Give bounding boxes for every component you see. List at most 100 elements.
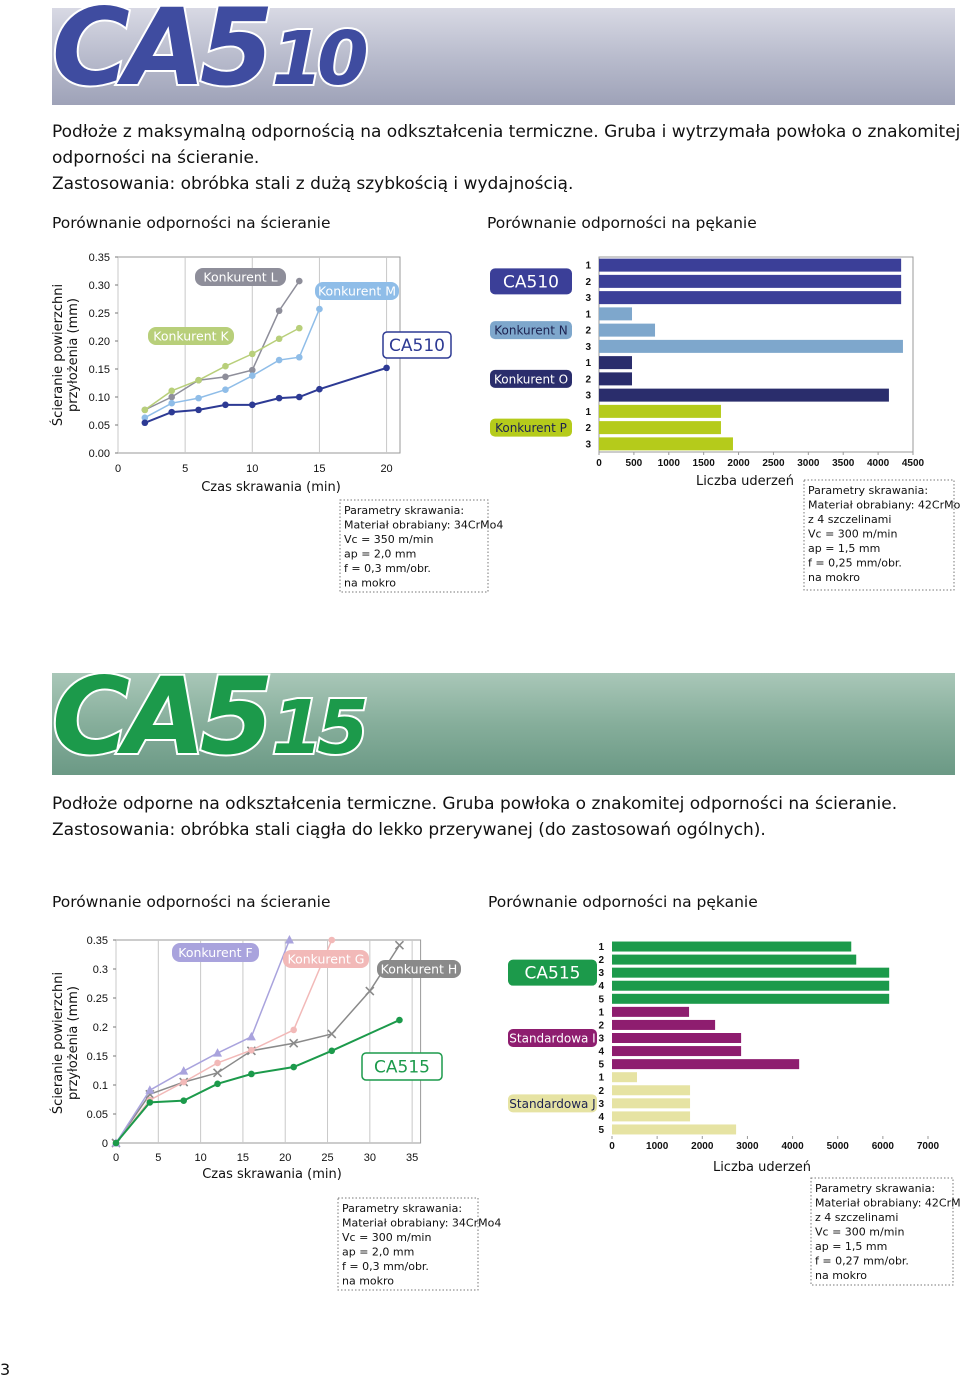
marker [248, 1070, 255, 1078]
header-band [52, 673, 955, 775]
parameter: na mokro [808, 571, 860, 584]
x-tick-label: 5 [182, 463, 188, 475]
x-tick-label: 25 [321, 1152, 333, 1164]
marker [396, 1016, 403, 1024]
parameter: Parametry skrawania: [815, 1182, 935, 1195]
marker [222, 373, 229, 381]
marker [246, 1031, 256, 1041]
parameters-box [803, 479, 955, 591]
header-band [52, 8, 955, 105]
marker [290, 1063, 297, 1071]
marker [195, 376, 202, 384]
parameter: Vc = 300 m/min [815, 1226, 904, 1239]
marker [222, 362, 229, 370]
series-line [144, 366, 387, 424]
x-tick-label: 3000 [797, 458, 820, 469]
marker [248, 366, 256, 374]
category-label: 2 [585, 326, 591, 337]
category-label: 5 [598, 994, 604, 1005]
x-tick-label: 3000 [736, 1141, 759, 1152]
group-label: CA510 [503, 272, 559, 292]
bar [599, 421, 721, 435]
description: odporności na ścieranie. [52, 148, 259, 168]
parameter: ap = 2,0 mm [342, 1246, 414, 1259]
series-line [115, 1019, 400, 1144]
marker [275, 307, 283, 315]
legend-box [382, 331, 452, 359]
marker [365, 986, 375, 996]
category-label: 1 [585, 261, 591, 272]
marker [248, 350, 256, 358]
legend-label: Konkurent M [318, 284, 396, 299]
description: Zastosowania: obróbka stali z dużą szybk… [52, 174, 573, 194]
legend-box [377, 960, 461, 978]
marker [141, 406, 149, 414]
x-tick-label: 5 [155, 1152, 161, 1164]
bar [599, 258, 902, 272]
bar [612, 980, 890, 991]
marker [248, 1046, 255, 1054]
y-axis-label: Ścieranie powierzchni [50, 284, 66, 426]
marker [212, 1068, 223, 1078]
marker [213, 1048, 223, 1057]
series-line [144, 308, 321, 419]
category-label: 5 [598, 1060, 604, 1071]
group-label: Standardowa J [509, 1097, 595, 1111]
parameter: Parametry skrawania: [342, 1202, 462, 1215]
marker [179, 1066, 189, 1075]
x-tick-label: 10 [246, 463, 258, 475]
series-line [115, 939, 291, 1144]
category-label: 1 [585, 407, 591, 418]
y-tick-label: 0 [102, 1138, 108, 1150]
category-label: 4 [598, 1112, 604, 1123]
parameter: f = 0,3 mm/obr. [344, 562, 431, 575]
legend-label: CA515 [374, 1058, 430, 1078]
marker [180, 1078, 187, 1086]
marker [222, 401, 229, 409]
marker [275, 356, 283, 364]
bar [599, 404, 721, 418]
group-label-box [490, 369, 572, 388]
marker [295, 393, 303, 401]
category-label: 3 [585, 391, 591, 402]
category-label: 3 [585, 439, 591, 450]
marker [146, 1099, 154, 1106]
x-tick-label: 4500 [902, 458, 925, 469]
marker [180, 1097, 187, 1104]
marker [328, 1047, 336, 1055]
marker [328, 936, 336, 944]
marker [141, 414, 149, 422]
y-axis-label: przyłożenia (mm) [66, 986, 81, 1100]
group-label-box [508, 1094, 597, 1113]
category-label: 2 [585, 374, 591, 385]
parameter: Parametry skrawania: [344, 504, 464, 517]
marker [394, 940, 405, 950]
x-tick-label: 0 [609, 1141, 615, 1152]
parameter: Materiał obrabiany: 34CrMo4 [342, 1217, 501, 1230]
bar [612, 1098, 691, 1109]
marker [289, 1038, 299, 1048]
parameters-box [810, 1177, 954, 1286]
description: Zastosowania: obróbka stali ciągła do le… [52, 820, 766, 840]
parameter: f = 0,27 mm/obr. [815, 1255, 909, 1268]
legend-label: Konkurent H [381, 962, 458, 977]
bar [599, 307, 633, 321]
marker [327, 1029, 337, 1039]
logo-main: CA5 [52, 0, 269, 109]
category-label: 2 [598, 955, 604, 966]
legend-label: Konkurent K [153, 329, 229, 344]
category-label: 2 [598, 1086, 604, 1097]
bar [612, 1085, 691, 1096]
marker [214, 1080, 221, 1088]
legend-label: Konkurent L [203, 270, 277, 285]
legend-box [283, 950, 369, 968]
parameters-box [339, 499, 489, 593]
category-label: 1 [598, 1073, 604, 1084]
plot-frame [598, 256, 914, 453]
category-label: 1 [585, 358, 591, 369]
y-tick-label: 0.10 [89, 392, 110, 404]
x-tick-label: 0 [596, 458, 602, 469]
logo: CA510 [52, 0, 366, 109]
x-axis-label: Liczba uderzeń [696, 474, 794, 489]
